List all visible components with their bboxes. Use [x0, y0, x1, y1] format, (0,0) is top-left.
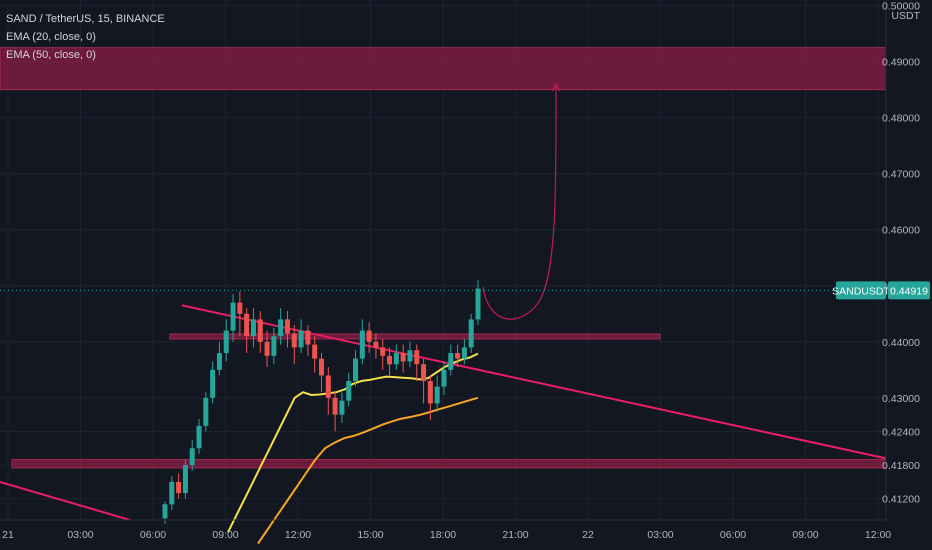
candle[interactable]: [461, 347, 467, 359]
price-tick-label: 0.47000: [882, 169, 920, 181]
time-tick-label: 21:00: [502, 529, 528, 541]
candle[interactable]: [332, 397, 338, 415]
candle[interactable]: [223, 330, 229, 354]
candle[interactable]: [400, 353, 406, 362]
price-tick-label: 0.50000: [882, 1, 920, 13]
zone-0[interactable]: [0, 47, 887, 91]
zone-1[interactable]: [169, 333, 661, 340]
time-tick-label: 09:00: [212, 529, 238, 541]
candle[interactable]: [298, 330, 304, 348]
candle[interactable]: [182, 465, 188, 494]
ema20-label[interactable]: EMA (20, close, 0): [6, 31, 96, 43]
candle[interactable]: [414, 350, 420, 365]
time-tick-label: 06:00: [720, 529, 746, 541]
price-tick-label: 0.42400: [882, 426, 920, 438]
ema20-line[interactable]: [227, 352, 479, 533]
currency-label: USDT: [891, 10, 920, 22]
candle[interactable]: [346, 381, 352, 401]
candle[interactable]: [434, 386, 440, 404]
candle[interactable]: [264, 341, 270, 356]
time-tick-label: 03:00: [67, 529, 93, 541]
candle[interactable]: [359, 330, 365, 359]
price-tick-label: 0.46000: [882, 225, 920, 237]
candle[interactable]: [162, 504, 168, 519]
candle[interactable]: [237, 302, 243, 314]
candle[interactable]: [393, 353, 399, 365]
candle[interactable]: [271, 336, 277, 356]
last-price-label: 0.44919: [890, 285, 928, 297]
candle[interactable]: [325, 375, 331, 398]
candle[interactable]: [441, 369, 447, 387]
price-tick-label: 0.44000: [882, 337, 920, 349]
symbol-badge[interactable]: [836, 281, 886, 300]
ema50-line[interactable]: [257, 396, 479, 545]
time-tick-label: 03:00: [647, 529, 673, 541]
candle[interactable]: [312, 344, 318, 359]
time-tick-label: 21: [2, 529, 14, 541]
lower-trendline[interactable]: [0, 481, 131, 521]
time-tick-label: 12:00: [285, 529, 311, 541]
candle[interactable]: [244, 313, 250, 337]
candle[interactable]: [189, 448, 195, 466]
time-tick-label: 06:00: [140, 529, 166, 541]
candle[interactable]: [278, 319, 284, 337]
candle[interactable]: [353, 358, 359, 382]
time-tick-label: 09:00: [792, 529, 818, 541]
candle[interactable]: [380, 347, 386, 356]
projection-path[interactable]: [482, 86, 557, 320]
candle[interactable]: [421, 364, 427, 382]
candle[interactable]: [250, 319, 256, 337]
candle[interactable]: [475, 288, 481, 320]
candle[interactable]: [196, 425, 202, 449]
candle[interactable]: [203, 397, 209, 426]
candle[interactable]: [230, 302, 236, 331]
candle[interactable]: [339, 400, 345, 415]
chart-legend: SAND / TetherUS, 15, BINANCE EMA (20, cl…: [6, 10, 165, 64]
symbol-badge-label: SANDUSDT: [832, 285, 890, 297]
time-tick-label: 12:00: [865, 529, 891, 541]
price-tick-label: 0.43000: [882, 393, 920, 405]
candle[interactable]: [210, 369, 216, 398]
candle[interactable]: [169, 481, 175, 505]
time-tick-label: 15:00: [357, 529, 383, 541]
candle[interactable]: [257, 319, 263, 342]
time-tick-label: 22: [582, 529, 594, 541]
candle[interactable]: [216, 353, 222, 370]
candle[interactable]: [373, 341, 379, 348]
price-tick-label: 0.41800: [882, 460, 920, 472]
last-price-badge[interactable]: [888, 281, 930, 300]
candle[interactable]: [455, 353, 461, 359]
symbol-title[interactable]: SAND / TetherUS, 15, BINANCE: [6, 13, 165, 25]
candle[interactable]: [284, 319, 290, 334]
ema50-label[interactable]: EMA (50, close, 0): [6, 49, 96, 61]
candle[interactable]: [291, 333, 297, 348]
time-tick-label: 18:00: [430, 529, 456, 541]
zone-2[interactable]: [11, 458, 887, 469]
candle[interactable]: [319, 358, 324, 376]
price-tick-label: 0.49000: [882, 57, 920, 69]
candle[interactable]: [305, 330, 311, 345]
candle[interactable]: [366, 330, 372, 342]
projection-arrow-icon: [551, 82, 561, 92]
price-tick-label: 0.48000: [882, 113, 920, 125]
candle[interactable]: [468, 319, 474, 348]
price-tick-label: 0.41200: [882, 494, 920, 506]
candle[interactable]: [407, 350, 413, 362]
candle[interactable]: [427, 381, 433, 404]
candle[interactable]: [387, 355, 393, 365]
candle[interactable]: [448, 353, 454, 370]
candle[interactable]: [176, 481, 182, 494]
